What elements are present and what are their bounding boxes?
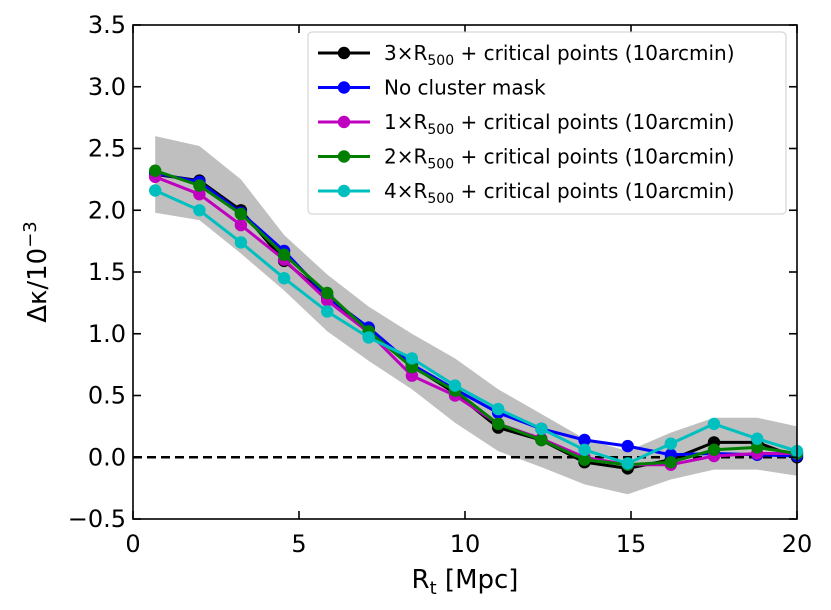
legend-label-main: No cluster mask (384, 76, 546, 100)
y-tick-label: 1.0 (88, 320, 126, 348)
legend-marker-swatch (337, 150, 351, 163)
data-point (535, 422, 548, 435)
data-point (664, 456, 677, 469)
data-point (321, 286, 334, 300)
confidence-band-layer (155, 136, 797, 495)
legend-marker-swatch (337, 115, 351, 129)
data-point (578, 453, 591, 466)
data-point (492, 402, 505, 416)
data-point (321, 305, 334, 318)
y-tick-label: 2.5 (88, 135, 126, 163)
x-axis-label-unit: [Mpc] (437, 565, 519, 595)
legend-label: 2×R500 + critical points (10arcmin) (384, 145, 735, 173)
y-axis-label: Δκ/10−3 (20, 221, 53, 323)
legend-marker-swatch (337, 81, 351, 94)
data-point (621, 439, 634, 453)
x-tick-label: 20 (782, 530, 813, 558)
x-tick-label: 15 (616, 530, 647, 558)
legend-label-main: 3×R (384, 41, 427, 65)
legend-label-suffix: + critical points (10arcmin) (454, 41, 734, 65)
axis-ticks-layer: 0 5 10 15 20 −0.5 0.0 0.5 1.0 1.5 2.0 2.5 3.0 3.5 (68, 11, 813, 558)
series-5 (149, 184, 804, 470)
data-point (234, 218, 248, 232)
data-point (405, 352, 419, 365)
data-point (492, 417, 505, 431)
legend-entries: 3×R500 + critical points (10arcmin)No cl… (318, 41, 735, 207)
data-point (277, 272, 291, 285)
series-line (154, 169, 798, 467)
data-point (664, 437, 677, 450)
legend-label: 4×R500 + critical points (10arcmin) (384, 179, 735, 207)
y-axis-label-sup: −3 (20, 221, 41, 248)
data-point (448, 379, 462, 392)
legend-marker-swatch (337, 46, 351, 60)
y-tick-label: 1.5 (88, 258, 126, 286)
data-point (751, 441, 764, 454)
data-point (277, 248, 291, 261)
legend-label-sub: 500 (427, 122, 454, 138)
x-tick-label: 0 (125, 530, 140, 558)
x-axis-label-main: R (412, 565, 430, 595)
data-point (578, 433, 591, 447)
legend-entry-5: 4×R500 + critical points (10arcmin) (318, 179, 735, 207)
data-point (707, 417, 721, 431)
data-point (362, 331, 375, 344)
legend-label-main: 2×R (384, 145, 427, 169)
y-tick-label: 2.0 (88, 196, 126, 224)
legend-entry-3: 1×R500 + critical points (10arcmin) (318, 110, 735, 138)
legend-label-sub: 500 (427, 191, 454, 207)
legend-label-main: 4×R (384, 179, 427, 203)
x-axis-label: Rt [Mpc] (412, 565, 519, 599)
data-point (707, 443, 721, 456)
legend-entry-4: 2×R500 + critical points (10arcmin) (318, 145, 735, 173)
data-point (193, 179, 206, 192)
series-line (154, 171, 798, 458)
x-tick-label: 10 (450, 530, 481, 558)
y-axis-label-main: Δκ/10 (23, 248, 53, 323)
legend-label-suffix: + critical points (10arcmin) (454, 110, 734, 134)
legend-label-sub: 500 (427, 53, 454, 69)
legend-label-suffix: + critical points (10arcmin) (454, 145, 734, 169)
data-point (578, 443, 591, 456)
legend-label-main: 1×R (384, 110, 427, 134)
series-line (154, 175, 797, 467)
legend-entry-2: No cluster mask (318, 76, 546, 100)
data-point (149, 164, 162, 177)
y-tick-label: 0.0 (88, 443, 126, 471)
data-point (234, 207, 248, 221)
y-tick-label: 3.0 (88, 73, 126, 101)
data-point (149, 184, 162, 197)
y-tick-label: 3.5 (88, 11, 126, 39)
data-point (751, 432, 764, 445)
legend-label-sub: 500 (427, 157, 454, 173)
legend-box (307, 31, 787, 215)
confidence-band (155, 136, 797, 495)
series-layer (149, 164, 804, 475)
data-point (193, 188, 206, 201)
data-point (405, 360, 419, 374)
legend-label: 1×R500 + critical points (10arcmin) (384, 110, 735, 138)
legend-label: 3×R500 + critical points (10arcmin) (384, 41, 735, 69)
legend-label-suffix: + critical points (10arcmin) (454, 179, 734, 203)
data-point (193, 204, 206, 217)
y-tick-label: 0.5 (88, 382, 126, 410)
data-point (535, 433, 548, 447)
data-point (234, 236, 248, 249)
legend: 3×R500 + critical points (10arcmin)No cl… (307, 31, 787, 215)
y-tick-label: −0.5 (68, 505, 126, 533)
data-point (621, 457, 634, 470)
x-axis-label-sub: t (430, 578, 437, 599)
series-line (154, 189, 798, 465)
legend-label: No cluster mask (384, 76, 546, 100)
legend-entry-1: 3×R500 + critical points (10arcmin) (318, 41, 735, 69)
data-point (405, 369, 419, 382)
legend-marker-swatch (337, 184, 351, 198)
x-tick-label: 5 (291, 530, 306, 558)
